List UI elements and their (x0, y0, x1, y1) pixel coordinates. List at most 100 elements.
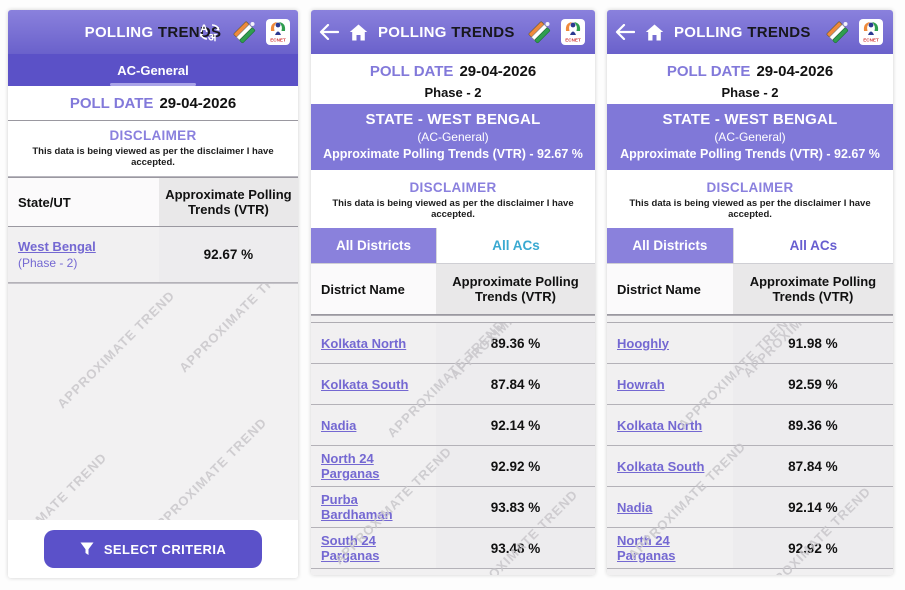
watermark-text: APPROXIMATE TREND (146, 414, 270, 520)
district-vtr-value: 91.98 % (732, 323, 893, 363)
tab-all-acs-label: All ACs (492, 238, 540, 253)
district-vtr-value: 93.83 % (435, 487, 595, 527)
tab-all-districts[interactable]: All Districts (607, 228, 733, 263)
disclaimer-title: DISCLAIMER (109, 128, 197, 143)
phase-label: Phase - 2 (424, 85, 482, 100)
tab-ac-general[interactable]: AC-General (89, 54, 217, 86)
table-header: District Name Approximate Polling Trends… (607, 264, 893, 315)
filter-icon (80, 542, 94, 555)
state-banner: STATE - WEST BENGAL (AC-General) Approxi… (311, 104, 595, 170)
table-row: Nadia 92.14 % (311, 405, 595, 446)
district-link[interactable]: Kolkata North (617, 417, 703, 433)
district-vtr-value: 92.59 % (732, 364, 893, 404)
district-link[interactable]: Kolkata North (321, 335, 407, 351)
district-vtr-value: 92.92 % (435, 446, 595, 486)
banner-state-name: STATE - WEST BENGAL (365, 111, 541, 128)
home-icon[interactable] (645, 24, 664, 41)
district-link[interactable]: Purba Bardhaman (321, 492, 393, 522)
segment-tabs: All Districts All ACs (607, 228, 893, 264)
banner-election-type: (AC-General) (714, 130, 786, 144)
ecnet-logo-text: ECNET (270, 38, 286, 43)
screen-state-summary: POLLING TRENDS A अ (8, 10, 298, 578)
state-vtr-value: 92.67 % (158, 227, 298, 282)
table-header: State/UT Approximate Polling Trends (VTR… (8, 177, 298, 227)
ecnet-logo-icon: ECNET (561, 19, 585, 45)
segment-tabs: All Districts All ACs (311, 228, 595, 264)
disclaimer-section: DISCLAIMER This data is being viewed as … (607, 170, 893, 228)
tab-all-acs[interactable]: All ACs (732, 228, 893, 263)
table-row: Purba Bardhaman 93.83 % (311, 487, 595, 528)
tab-all-acs[interactable]: All ACs (435, 228, 595, 263)
select-criteria-button[interactable]: SELECT CRITERIA (44, 530, 262, 568)
table-row: Hooghly 91.98 % (607, 323, 893, 364)
poll-date-value: 29-04-2026 (756, 63, 834, 80)
app-title-word1: POLLING (84, 23, 154, 41)
table-row: Nadia 92.14 % (607, 487, 893, 528)
district-link[interactable]: North 24 Parganas (617, 533, 676, 563)
col-vtr: Approximate Polling Trends (VTR) (732, 264, 893, 314)
district-link[interactable]: North 24 Parganas (321, 451, 380, 481)
evm-tricolor-icon (231, 19, 257, 45)
poll-date-section: POLL DATE 29-04-2026 Phase - 2 (311, 54, 595, 104)
district-link[interactable]: Nadia (617, 499, 653, 515)
district-link[interactable]: Nadia (321, 417, 357, 433)
home-icon[interactable] (349, 24, 368, 41)
app-title-word1: POLLING (378, 23, 447, 41)
app-header: POLLING TRENDS (607, 10, 893, 54)
district-vtr-value: 87.84 % (732, 446, 893, 486)
disclaimer-text: This data is being viewed as per the dis… (32, 146, 274, 168)
district-list[interactable]: Hooghly 91.98 % Howrah 92.59 % Kolkata N… (607, 323, 893, 575)
app-header: POLLING TRENDS (311, 10, 595, 54)
table-header: District Name Approximate Polling Trends… (311, 264, 595, 315)
ecnet-logo-icon: ECNET (859, 19, 883, 45)
poll-date-label: POLL DATE (369, 63, 454, 80)
table-row: Kolkata South 87.84 % (607, 446, 893, 487)
select-criteria-label: SELECT CRITERIA (103, 541, 227, 557)
translate-icon[interactable]: A अ (198, 21, 222, 43)
district-link[interactable]: Kolkata South (617, 458, 705, 474)
app-title-word2: TRENDS (157, 23, 222, 41)
watermark-text: APPROXIMATE TREND (176, 283, 298, 376)
empty-list-area: APPROXIMATE TREND APPROXIMATE TREND APPR… (8, 283, 298, 520)
district-vtr-value: 92.92 % (732, 528, 893, 568)
state-phase-label: (Phase - 2) (18, 256, 78, 270)
phase-label: Phase - 2 (721, 85, 779, 100)
table-row: West Bengal (Phase - 2) 92.67 % (8, 227, 298, 283)
app-title-word2: TRENDS (747, 23, 811, 41)
district-link[interactable]: Hooghly (617, 335, 669, 351)
district-vtr-value: 92.14 % (435, 405, 595, 445)
col-vtr: Approximate Polling Trends (VTR) (158, 178, 298, 226)
state-link-west-bengal[interactable]: West Bengal (18, 239, 96, 254)
table-row: South 24 Parganas 93.48 % (311, 528, 595, 569)
district-vtr-value: 89.36 % (732, 405, 893, 445)
disclaimer-title: DISCLAIMER (706, 180, 794, 195)
district-vtr-value: 89.36 % (435, 323, 595, 363)
ecnet-logo-text: ECNET (565, 38, 581, 43)
state-banner: STATE - WEST BENGAL (AC-General) Approxi… (607, 104, 893, 170)
table-row: Howrah 92.59 % (607, 364, 893, 405)
svg-text:A: A (200, 23, 208, 35)
svg-text:अ: अ (208, 32, 217, 43)
poll-date-section: POLL DATE 29-04-2026 (8, 86, 298, 121)
bottom-action-bar: SELECT CRITERIA (8, 520, 298, 578)
tab-all-districts[interactable]: All Districts (311, 228, 436, 263)
table-row: North 24 Parganas 92.92 % (311, 446, 595, 487)
disclaimer-section: DISCLAIMER This data is being viewed as … (8, 121, 298, 177)
watermark-text: APPROXIMATE TREND (54, 287, 178, 412)
disclaimer-text: This data is being viewed as per the dis… (332, 198, 574, 220)
app-title: POLLING TRENDS (674, 24, 811, 41)
table-row: Kolkata South 87.84 % (311, 364, 595, 405)
back-arrow-icon[interactable] (319, 24, 339, 40)
district-link[interactable]: Kolkata South (321, 376, 409, 392)
district-vtr-value: 87.84 % (435, 364, 595, 404)
district-list[interactable]: Kolkata North 89.36 % Kolkata South 87.8… (311, 323, 595, 575)
district-link[interactable]: South 24 Parganas (321, 533, 380, 563)
district-link[interactable]: Howrah (617, 376, 665, 392)
app-header: POLLING TRENDS A अ (8, 10, 298, 54)
col-vtr: Approximate Polling Trends (VTR) (435, 264, 595, 314)
disclaimer-title: DISCLAIMER (409, 180, 497, 195)
screen-districts-scrolled: POLLING TRENDS (311, 10, 595, 575)
back-arrow-icon[interactable] (615, 24, 635, 40)
active-tab-indicator (110, 83, 196, 86)
